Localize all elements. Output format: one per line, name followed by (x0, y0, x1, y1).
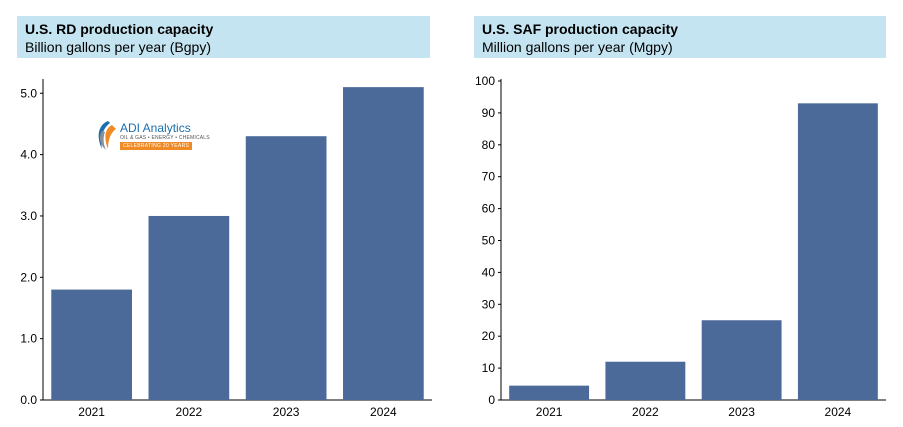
x-tick-label: 2023 (273, 405, 300, 419)
y-tick-label: 50 (482, 234, 496, 248)
y-tick-label: 0.0 (20, 393, 37, 407)
x-tick-label: 2022 (632, 405, 659, 419)
y-tick-label: 10 (482, 361, 496, 375)
x-tick-label: 2021 (536, 405, 563, 419)
y-tick-label: 5.0 (20, 86, 37, 100)
y-tick-label: 40 (482, 265, 496, 279)
x-tick-label: 2021 (78, 405, 105, 419)
x-tick-label: 2024 (370, 405, 397, 419)
y-tick-label: 20 (482, 329, 496, 343)
logo-brand-text: ADI Analytics (120, 121, 191, 135)
saf-chart-subtitle: Million gallons per year (Mgpy) (482, 39, 673, 55)
y-tick-label: 1.0 (20, 332, 37, 346)
y-tick-label: 70 (482, 170, 496, 184)
rd-chart-subtitle: Billion gallons per year (Bgpy) (25, 39, 211, 55)
y-tick-label: 2.0 (20, 270, 37, 284)
saf-chart-header: U.S. SAF production capacity Million gal… (474, 16, 886, 58)
logo-ribbon: CELEBRATING 20 YEARS (120, 142, 193, 150)
adi-swirl-icon (98, 121, 116, 150)
y-tick-label: 3.0 (20, 209, 37, 223)
bar-2024 (343, 87, 424, 400)
x-tick-label: 2024 (825, 405, 852, 419)
y-tick-label: 30 (482, 297, 496, 311)
bar-2023 (245, 136, 327, 400)
rd-chart-title: U.S. RD production capacity (25, 21, 214, 37)
x-tick-label: 2023 (728, 405, 755, 419)
saf-chart-title: U.S. SAF production capacity (482, 21, 679, 37)
bar-2024 (797, 103, 878, 400)
bar-2022 (148, 215, 230, 400)
bar-2021 (51, 289, 132, 400)
bar-2023 (701, 320, 782, 400)
rd-chart-header: U.S. RD production capacity Billion gall… (17, 16, 430, 58)
y-tick-label: 80 (482, 138, 496, 152)
bar-2022 (605, 361, 686, 400)
y-tick-label: 90 (482, 106, 496, 120)
x-tick-label: 2022 (176, 405, 203, 419)
y-tick-label: 4.0 (20, 148, 37, 162)
y-tick-label: 100 (475, 74, 495, 88)
y-tick-label: 0 (488, 393, 495, 407)
y-tick-label: 60 (482, 202, 496, 216)
logo-tagline: OIL & GAS • ENERGY • CHEMICALS (120, 135, 210, 141)
adi-analytics-logo: ADI Analytics OIL & GAS • ENERGY • CHEMI… (94, 119, 210, 153)
bar-2021 (509, 385, 590, 400)
